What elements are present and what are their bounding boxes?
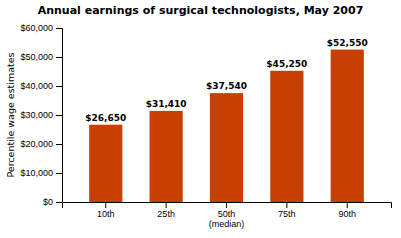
- x-tick-mark: [166, 202, 167, 208]
- y-tick: $20,000: [20, 139, 62, 149]
- x-tick-label-line: 90th: [338, 209, 356, 219]
- y-axis: $0 $10,000 $20,000 $30,000 $40,000 $50,000 $60…: [20, 23, 62, 207]
- x-tick-label: 10th: [97, 209, 115, 219]
- x-tick-label-line: 10th: [97, 209, 115, 219]
- y-tick: $10,000: [20, 168, 62, 178]
- data-label: $45,250: [266, 59, 307, 69]
- y-axis-title: Percentile wage estimates: [5, 52, 16, 177]
- x-tick-label: 75th: [278, 209, 296, 219]
- y-tick-label: $60,000: [20, 23, 53, 33]
- x-tick-mark: [105, 202, 106, 208]
- x-tick-label-line: 25th: [157, 209, 175, 219]
- bar: [150, 111, 183, 202]
- y-tick-label: $50,000: [20, 52, 53, 62]
- y-tick-label: $30,000: [20, 110, 53, 120]
- x-tick-label-line: (median): [209, 219, 245, 229]
- bar: [270, 71, 303, 202]
- x-tick-label: 90th: [338, 209, 356, 219]
- data-label: $52,550: [327, 38, 368, 48]
- y-tick-mark: [56, 28, 62, 29]
- x-tick-label-line: 75th: [278, 209, 296, 219]
- y-tick-mark: [56, 86, 62, 87]
- y-tick: $50,000: [20, 52, 62, 62]
- y-tick: $30,000: [20, 110, 62, 120]
- x-axis-line: [63, 203, 392, 209]
- x-axis: 10th 25th 50th(median) 75th 90th: [63, 202, 392, 229]
- y-axis-line: [56, 29, 63, 203]
- x-tick: 50th(median): [209, 202, 245, 229]
- x-tick-label-line: 50th: [218, 209, 236, 219]
- x-tick-mark: [347, 202, 348, 208]
- y-tick-label: $0: [43, 197, 53, 207]
- data-label: $31,410: [146, 99, 187, 109]
- x-tick-label: 25th: [157, 209, 175, 219]
- y-tick: $0: [43, 197, 62, 207]
- y-tick-label: $40,000: [20, 81, 53, 91]
- data-label: $26,650: [85, 113, 126, 123]
- y-tick: $60,000: [20, 23, 62, 33]
- y-tick-mark: [56, 57, 62, 58]
- plot: $26,650 $31,410 $37,540 $45,250 $52,550 10th 2…: [20, 23, 391, 229]
- x-tick: 25th: [157, 202, 175, 219]
- x-tick-label: 50th(median): [209, 209, 245, 229]
- y-tick-label: $20,000: [20, 139, 53, 149]
- data-label: $37,540: [206, 81, 247, 91]
- x-tick-mark: [286, 202, 287, 208]
- title: Annual earnings of surgical technologist…: [38, 4, 364, 17]
- bars: [89, 50, 364, 202]
- x-tick-mark: [226, 202, 227, 208]
- x-tick: 90th: [338, 202, 356, 219]
- chart: $26,650 $31,410 $37,540 $45,250 $52,550 10th 2…: [0, 0, 401, 238]
- y-tick-mark: [56, 115, 62, 116]
- bar: [89, 125, 122, 202]
- y-tick-mark: [56, 202, 62, 203]
- y-tick-mark: [56, 173, 62, 174]
- y-tick-mark: [56, 144, 62, 145]
- y-tick-label: $10,000: [20, 168, 53, 178]
- x-tick: 75th: [278, 202, 296, 219]
- x-tick: 10th: [97, 202, 115, 219]
- bar: [210, 93, 243, 202]
- data-labels: $26,650 $31,410 $37,540 $45,250 $52,550: [85, 38, 367, 123]
- y-tick: $40,000: [20, 81, 62, 91]
- bar: [331, 50, 364, 202]
